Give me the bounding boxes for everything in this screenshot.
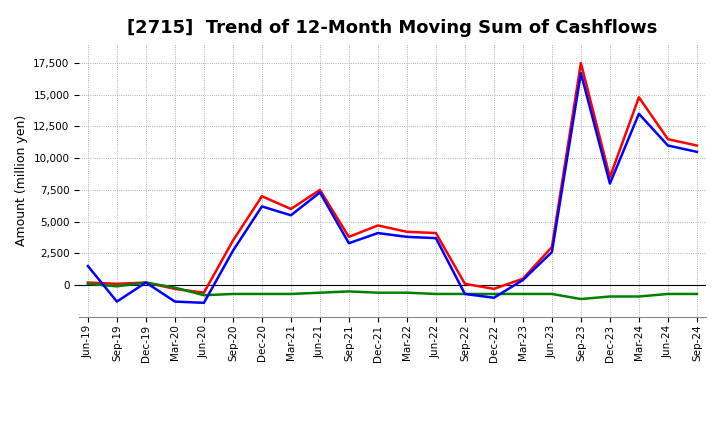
Operating Cashflow (199, 290, 208, 295)
Free Cashflow (84, 264, 92, 269)
Free Cashflow (431, 235, 440, 241)
Operating Cashflow (315, 187, 324, 193)
Free Cashflow (664, 143, 672, 148)
Investing Cashflow (258, 291, 266, 297)
Investing Cashflow (374, 290, 382, 295)
Free Cashflow (490, 295, 498, 301)
Operating Cashflow (518, 276, 527, 281)
Free Cashflow (315, 190, 324, 195)
Investing Cashflow (402, 290, 411, 295)
Investing Cashflow (664, 291, 672, 297)
Operating Cashflow (402, 229, 411, 235)
Operating Cashflow (287, 206, 295, 212)
Free Cashflow (518, 277, 527, 282)
Line: Operating Cashflow: Operating Cashflow (88, 63, 697, 293)
Free Cashflow (171, 299, 179, 304)
Operating Cashflow (664, 136, 672, 142)
Free Cashflow (228, 248, 237, 253)
Y-axis label: Amount (million yen): Amount (million yen) (14, 115, 27, 246)
Investing Cashflow (112, 284, 121, 289)
Operating Cashflow (374, 223, 382, 228)
Operating Cashflow (548, 244, 557, 249)
Investing Cashflow (199, 293, 208, 298)
Operating Cashflow (112, 281, 121, 286)
Investing Cashflow (461, 291, 469, 297)
Investing Cashflow (693, 291, 701, 297)
Investing Cashflow (606, 294, 614, 299)
Investing Cashflow (315, 290, 324, 295)
Free Cashflow (402, 234, 411, 239)
Free Cashflow (577, 70, 585, 76)
Free Cashflow (461, 291, 469, 297)
Free Cashflow (548, 249, 557, 255)
Investing Cashflow (577, 297, 585, 302)
Investing Cashflow (518, 291, 527, 297)
Free Cashflow (374, 231, 382, 236)
Operating Cashflow (634, 95, 643, 100)
Free Cashflow (693, 149, 701, 154)
Operating Cashflow (431, 231, 440, 236)
Operating Cashflow (171, 286, 179, 292)
Free Cashflow (634, 111, 643, 117)
Investing Cashflow (548, 291, 557, 297)
Line: Free Cashflow: Free Cashflow (88, 73, 697, 303)
Investing Cashflow (431, 291, 440, 297)
Investing Cashflow (84, 281, 92, 286)
Operating Cashflow (258, 194, 266, 199)
Investing Cashflow (287, 291, 295, 297)
Operating Cashflow (84, 280, 92, 285)
Free Cashflow (287, 213, 295, 218)
Investing Cashflow (171, 285, 179, 290)
Operating Cashflow (142, 280, 150, 285)
Operating Cashflow (461, 281, 469, 286)
Operating Cashflow (577, 60, 585, 66)
Investing Cashflow (634, 294, 643, 299)
Operating Cashflow (345, 234, 354, 239)
Title: [2715]  Trend of 12-Month Moving Sum of Cashflows: [2715] Trend of 12-Month Moving Sum of C… (127, 19, 657, 37)
Free Cashflow (345, 241, 354, 246)
Free Cashflow (258, 204, 266, 209)
Free Cashflow (142, 280, 150, 285)
Free Cashflow (199, 300, 208, 305)
Free Cashflow (112, 299, 121, 304)
Operating Cashflow (490, 286, 498, 292)
Investing Cashflow (490, 291, 498, 297)
Free Cashflow (606, 181, 614, 186)
Investing Cashflow (228, 291, 237, 297)
Investing Cashflow (345, 289, 354, 294)
Investing Cashflow (142, 280, 150, 285)
Operating Cashflow (606, 175, 614, 180)
Operating Cashflow (228, 238, 237, 243)
Line: Investing Cashflow: Investing Cashflow (88, 282, 697, 299)
Operating Cashflow (693, 143, 701, 148)
